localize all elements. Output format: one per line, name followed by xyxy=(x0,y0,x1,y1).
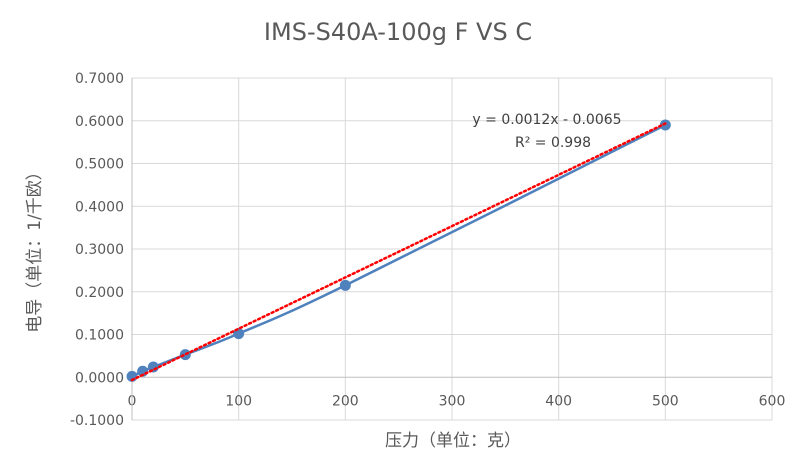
y-tick-label: 0.4000 xyxy=(75,199,124,215)
y-tick-label: 0.0000 xyxy=(75,370,124,386)
trendline-r-squared: R² = 0.998 xyxy=(515,135,591,151)
y-axis-title: 电导（单位：1/千欧） xyxy=(25,163,45,333)
x-tick-label: 300 xyxy=(439,393,466,409)
y-tick-label: 0.2000 xyxy=(75,285,124,301)
x-axis-title: 压力（单位：克） xyxy=(385,431,521,451)
y-tick-label: 0.5000 xyxy=(75,157,124,173)
linear-trendline xyxy=(130,122,667,382)
data-point xyxy=(659,119,671,131)
y-tick-label: 0.7000 xyxy=(75,71,124,87)
x-tick-label: 400 xyxy=(545,393,572,409)
y-tick-label: -0.1000 xyxy=(70,413,124,429)
trendline-layer xyxy=(130,122,667,382)
x-tick-label: 200 xyxy=(332,393,359,409)
trendline-equation: y = 0.0012x - 0.0065 xyxy=(472,112,621,128)
y-tick-label: 0.1000 xyxy=(75,328,124,344)
x-tick-label: 500 xyxy=(652,393,679,409)
axes: -0.1000 0.0000 0.1000 0.2000 0.3000 0.4000 0.5… xyxy=(70,71,785,429)
y-tick-label: 0.3000 xyxy=(75,242,124,258)
chart-title: IMS-S40A-100g F VS C xyxy=(264,18,532,46)
gridlines xyxy=(132,77,773,421)
x-tick-label: 100 xyxy=(225,393,252,409)
x-tick-label: 600 xyxy=(759,393,786,409)
y-tick-label: 0.6000 xyxy=(75,114,124,130)
data-point xyxy=(339,279,351,291)
